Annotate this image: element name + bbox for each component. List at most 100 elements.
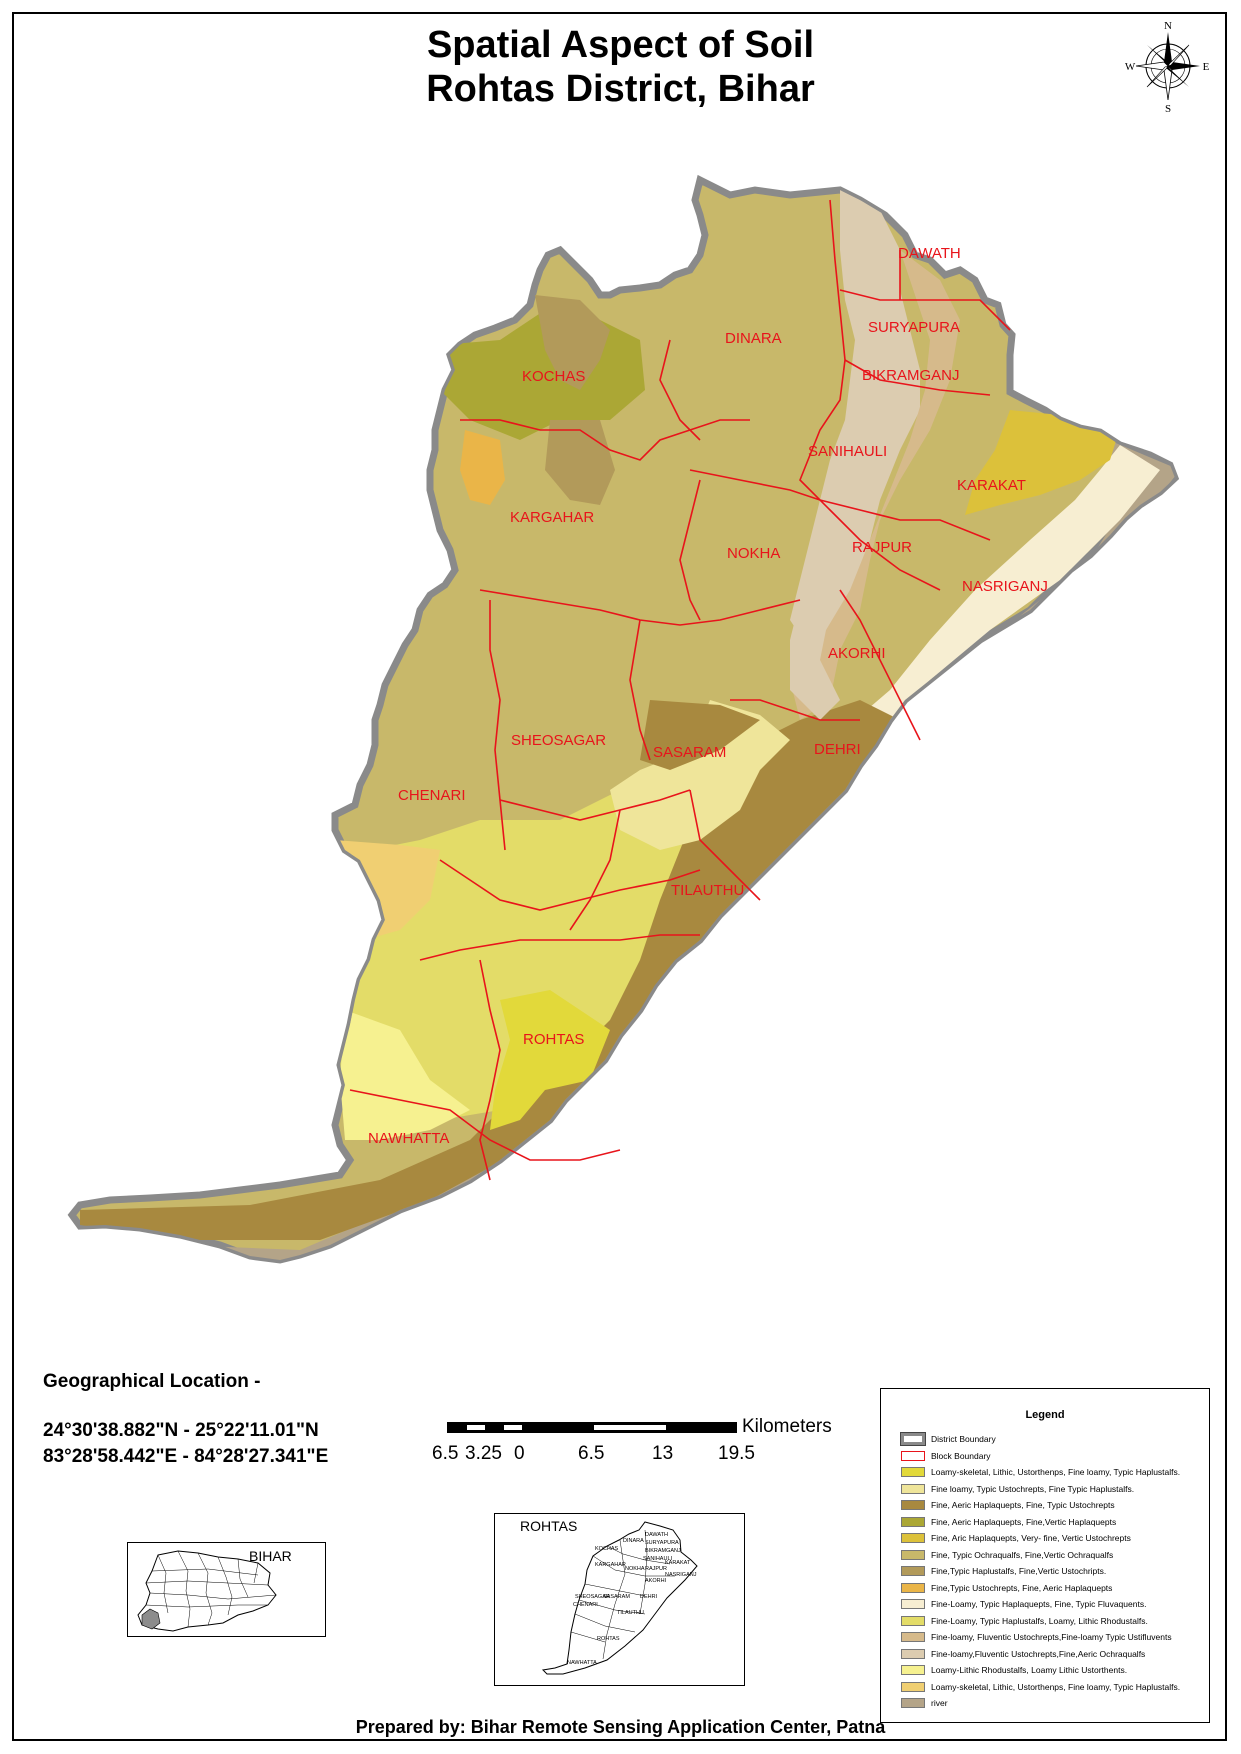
bihar-outline — [137, 1550, 277, 1632]
inset-block-label: KARAKAT — [665, 1560, 691, 1566]
legend-label: Loamy-skeletal, Lithic, Ustorthenps, Fin… — [931, 1681, 1181, 1692]
legend-swatch — [901, 1615, 925, 1626]
block-label: AKORHI — [828, 645, 886, 662]
legend-swatch — [901, 1648, 925, 1659]
block-label: CHENARI — [398, 787, 466, 804]
rohtas-highlight — [141, 1608, 161, 1630]
legend-swatch — [901, 1566, 925, 1577]
legend-item: Fine loamy, Typic Ustochrepts, Fine Typi… — [901, 1481, 1206, 1498]
legend-item: Fine,Typic Ustochrepts, Fine, Aeric Hapl… — [901, 1580, 1206, 1597]
legend-item: river — [901, 1695, 1206, 1712]
inset-block-label: DAWATH — [645, 1532, 668, 1538]
soil-aric-vertic-ustochrepts — [965, 410, 1120, 515]
scale-tick: 6.5 — [578, 1443, 604, 1464]
map-frame — [12, 12, 1227, 1741]
legend-item: Fine, Aric Haplaquepts, Very- fine, Vert… — [901, 1530, 1206, 1547]
legend-item: Fine, Typic Ochraqualfs, Fine,Vertic Och… — [901, 1547, 1206, 1564]
legend-item: Loamy-skeletal, Lithic, Ustorthenps, Fin… — [901, 1464, 1206, 1481]
inset-map-rohtas: ROHTAS KOCHAS DINARA DAWATH SURYAPURA BI… — [494, 1513, 745, 1686]
legend-swatch — [901, 1665, 925, 1676]
legend-item: Fine,Typic Haplustalfs, Fine,Vertic Usto… — [901, 1563, 1206, 1580]
legend-item: Fine-Loamy, Typic Haplaquepts, Fine, Typ… — [901, 1596, 1206, 1613]
block-label: KOCHAS — [522, 368, 585, 385]
legend-item: Fine-loamy, Fluventic Ustochrepts,Fine-l… — [901, 1629, 1206, 1646]
legend-item: District Boundary — [900, 1431, 1206, 1448]
geo-lon-range: 83°28'58.442"E - 84°28'27.341"E — [43, 1446, 329, 1467]
scale-tick: 13 — [652, 1443, 673, 1464]
scale-tick: 6.5 — [432, 1443, 458, 1464]
legend-item: Fine-loamy,Fluventic Ustochrepts,Fine,Ae… — [901, 1646, 1206, 1663]
legend-swatch — [901, 1533, 925, 1544]
legend-label: Loamy-skeletal, Lithic, Ustorthenps, Fin… — [931, 1467, 1181, 1478]
inset-block-label: KARGAHAR — [595, 1562, 626, 1568]
legend-swatch — [901, 1450, 925, 1461]
scale-unit: Kilometers — [742, 1416, 832, 1437]
legend-label: Loamy-Lithic Rhodustalfs, Loamy Lithic U… — [931, 1665, 1128, 1676]
legend-label: Fine-Loamy, Typic Haplaquepts, Fine, Typ… — [931, 1599, 1147, 1610]
block-label: RAJPUR — [852, 539, 912, 556]
block-label: SURYAPURA — [868, 319, 960, 336]
legend-label: Fine,Typic Ustochrepts, Fine, Aeric Hapl… — [931, 1582, 1113, 1593]
block-label: ROHTAS — [523, 1031, 584, 1048]
inset-block-label: TILAUTHU — [617, 1610, 644, 1616]
legend-swatch — [901, 1599, 925, 1610]
legend-label: Fine loamy, Typic Ustochrepts, Fine Typi… — [931, 1483, 1135, 1494]
legend-swatch — [901, 1467, 925, 1478]
compass-rose-icon: N S W E — [1125, 20, 1210, 114]
legend-items: District Boundary Block Boundary Loamy-sk… — [900, 1431, 1206, 1712]
block-label: SANIHAULI — [808, 443, 887, 460]
legend-swatch — [901, 1500, 925, 1511]
block-label: KARGAHAR — [510, 509, 594, 526]
block-boundaries — [349, 199, 1011, 1181]
inset-block-label: CHENARI — [573, 1602, 598, 1608]
legend-label: river — [931, 1698, 948, 1709]
inset-block-label: KOCHAS — [595, 1546, 619, 1552]
block-label: BIKRAMGANJ — [862, 367, 960, 384]
legend-item: Loamy-Lithic Rhodustalfs, Loamy Lithic U… — [901, 1662, 1206, 1679]
legend-label: Fine-Loamy, Typic Haplustalfs, Loamy, Li… — [931, 1615, 1148, 1626]
scale-tick: 3.25 — [465, 1443, 502, 1464]
inset-block-label: DINARA — [623, 1538, 644, 1544]
block-label: KARAKAT — [957, 477, 1026, 494]
inset-block-label: AKORHI — [645, 1578, 667, 1584]
legend-swatch — [901, 1582, 925, 1593]
inset-block-label: BIKRAMGANJ — [645, 1548, 681, 1554]
legend-item: Fine-Loamy, Typic Haplustalfs, Loamy, Li… — [901, 1613, 1206, 1630]
legend-swatch — [901, 1632, 925, 1643]
inset-rohtas-label: ROHTAS — [520, 1518, 578, 1534]
legend-label: Fine-loamy, Fluventic Ustochrepts,Fine-l… — [931, 1632, 1172, 1643]
geo-lat-range: 24°30'38.882"N - 25°22'11.01"N — [43, 1420, 319, 1441]
legend-item: Block Boundary — [901, 1448, 1206, 1465]
compass-w: W — [1125, 61, 1136, 73]
block-label: SHEOSAGAR — [511, 732, 606, 749]
inset-block-label: SANIHAULI — [643, 1556, 673, 1562]
scale-bar: Kilometers 6.5 3.25 0 6.5 13 19.5 — [432, 1416, 832, 1464]
soil-loamy-skeletal-bright — [490, 990, 610, 1130]
legend-item: Loamy-skeletal, Lithic, Ustorthenps, Fin… — [901, 1679, 1206, 1696]
block-labels: DAWATH SURYAPURA DINARA BIKRAMGANJ KOCHA… — [368, 245, 1048, 1147]
inset-block-label: SASARAM — [603, 1594, 630, 1600]
block-label: NAWHATTA — [368, 1130, 449, 1147]
inset-block-label: NASRIGANJ — [665, 1572, 697, 1578]
block-label: SASARAM — [653, 744, 726, 761]
legend-item: Fine, Aeric Haplaquepts, Fine, Typic Ust… — [901, 1497, 1206, 1514]
legend-label: Block Boundary — [931, 1450, 991, 1461]
inset-block-label: NOKHA — [625, 1566, 645, 1572]
compass-s: S — [1165, 103, 1171, 114]
inset-block-label: DEHRI — [640, 1594, 658, 1600]
compass-n: N — [1164, 20, 1172, 32]
legend-swatch — [901, 1516, 925, 1527]
legend-label: Fine, Aeric Haplaquepts, Fine,Vertic Hap… — [931, 1516, 1117, 1527]
soil-fine-loamy-haplaquepts — [850, 445, 1160, 760]
compass-e: E — [1203, 61, 1210, 73]
block-label: TILAUTHU — [671, 882, 744, 899]
soil-fluventic-ochraqualfs — [790, 190, 920, 650]
legend-swatch — [900, 1432, 926, 1447]
inset-block-label: ROHTAS — [597, 1636, 620, 1642]
scale-tick: 19.5 — [718, 1443, 755, 1464]
map-title-line2: Rohtas District, Bihar — [426, 68, 815, 110]
legend-swatch — [901, 1698, 925, 1709]
legend-swatch — [901, 1681, 925, 1692]
geo-location-heading: Geographical Location - — [43, 1371, 261, 1392]
